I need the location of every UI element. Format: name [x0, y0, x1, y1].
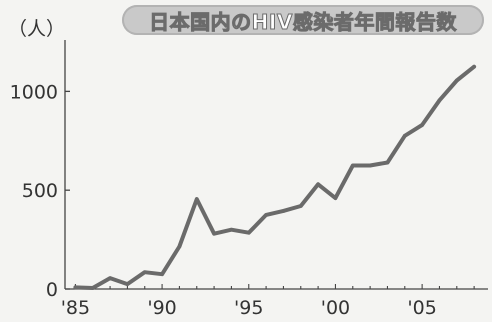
- x-tick-label: '95: [234, 297, 263, 319]
- y-axis-unit-label: （人）: [8, 18, 66, 40]
- data-point: [212, 231, 216, 236]
- data-point: [246, 230, 251, 235]
- data-point: [333, 196, 338, 200]
- data-point: [385, 160, 390, 165]
- x-tick-label: '05: [407, 297, 436, 319]
- data-point: [316, 182, 320, 187]
- x-tick-label: '00: [321, 297, 350, 319]
- series-line-hiv-reports: [73, 64, 477, 290]
- data-point: [298, 204, 303, 208]
- data-point: [420, 123, 424, 127]
- data-point: [125, 282, 130, 286]
- chart-axes: [64, 40, 488, 290]
- data-point: [368, 163, 372, 168]
- data-point: [281, 209, 286, 213]
- y-tick-label: 500: [22, 180, 58, 202]
- x-tick-label: '90: [147, 297, 176, 319]
- data-point: [350, 163, 355, 168]
- data-point: [472, 64, 476, 69]
- y-axis-ticks: 0 500 1000: [10, 81, 70, 301]
- data-point: [194, 197, 199, 201]
- data-point: [90, 286, 95, 290]
- data-point: [437, 98, 442, 103]
- data-point: [142, 270, 147, 275]
- data-point: [160, 272, 164, 276]
- data-point: [229, 227, 234, 232]
- chart-title-badge: 日本国内のHIV感染者年間報告数: [122, 5, 484, 35]
- y-tick-label: 1000: [10, 81, 58, 103]
- data-point: [108, 276, 112, 280]
- chart-title: 日本国内のHIV感染者年間報告数: [149, 9, 457, 34]
- data-point: [264, 213, 268, 217]
- x-axis-ticks: '85 '90 '95 '00 '05: [61, 284, 475, 319]
- data-point: [402, 134, 407, 138]
- data-point: [177, 244, 182, 249]
- y-tick-label: 0: [46, 279, 58, 301]
- data-point: [73, 285, 78, 290]
- data-point: [454, 78, 459, 83]
- x-tick-label: '85: [61, 297, 90, 319]
- series-points: [73, 64, 476, 290]
